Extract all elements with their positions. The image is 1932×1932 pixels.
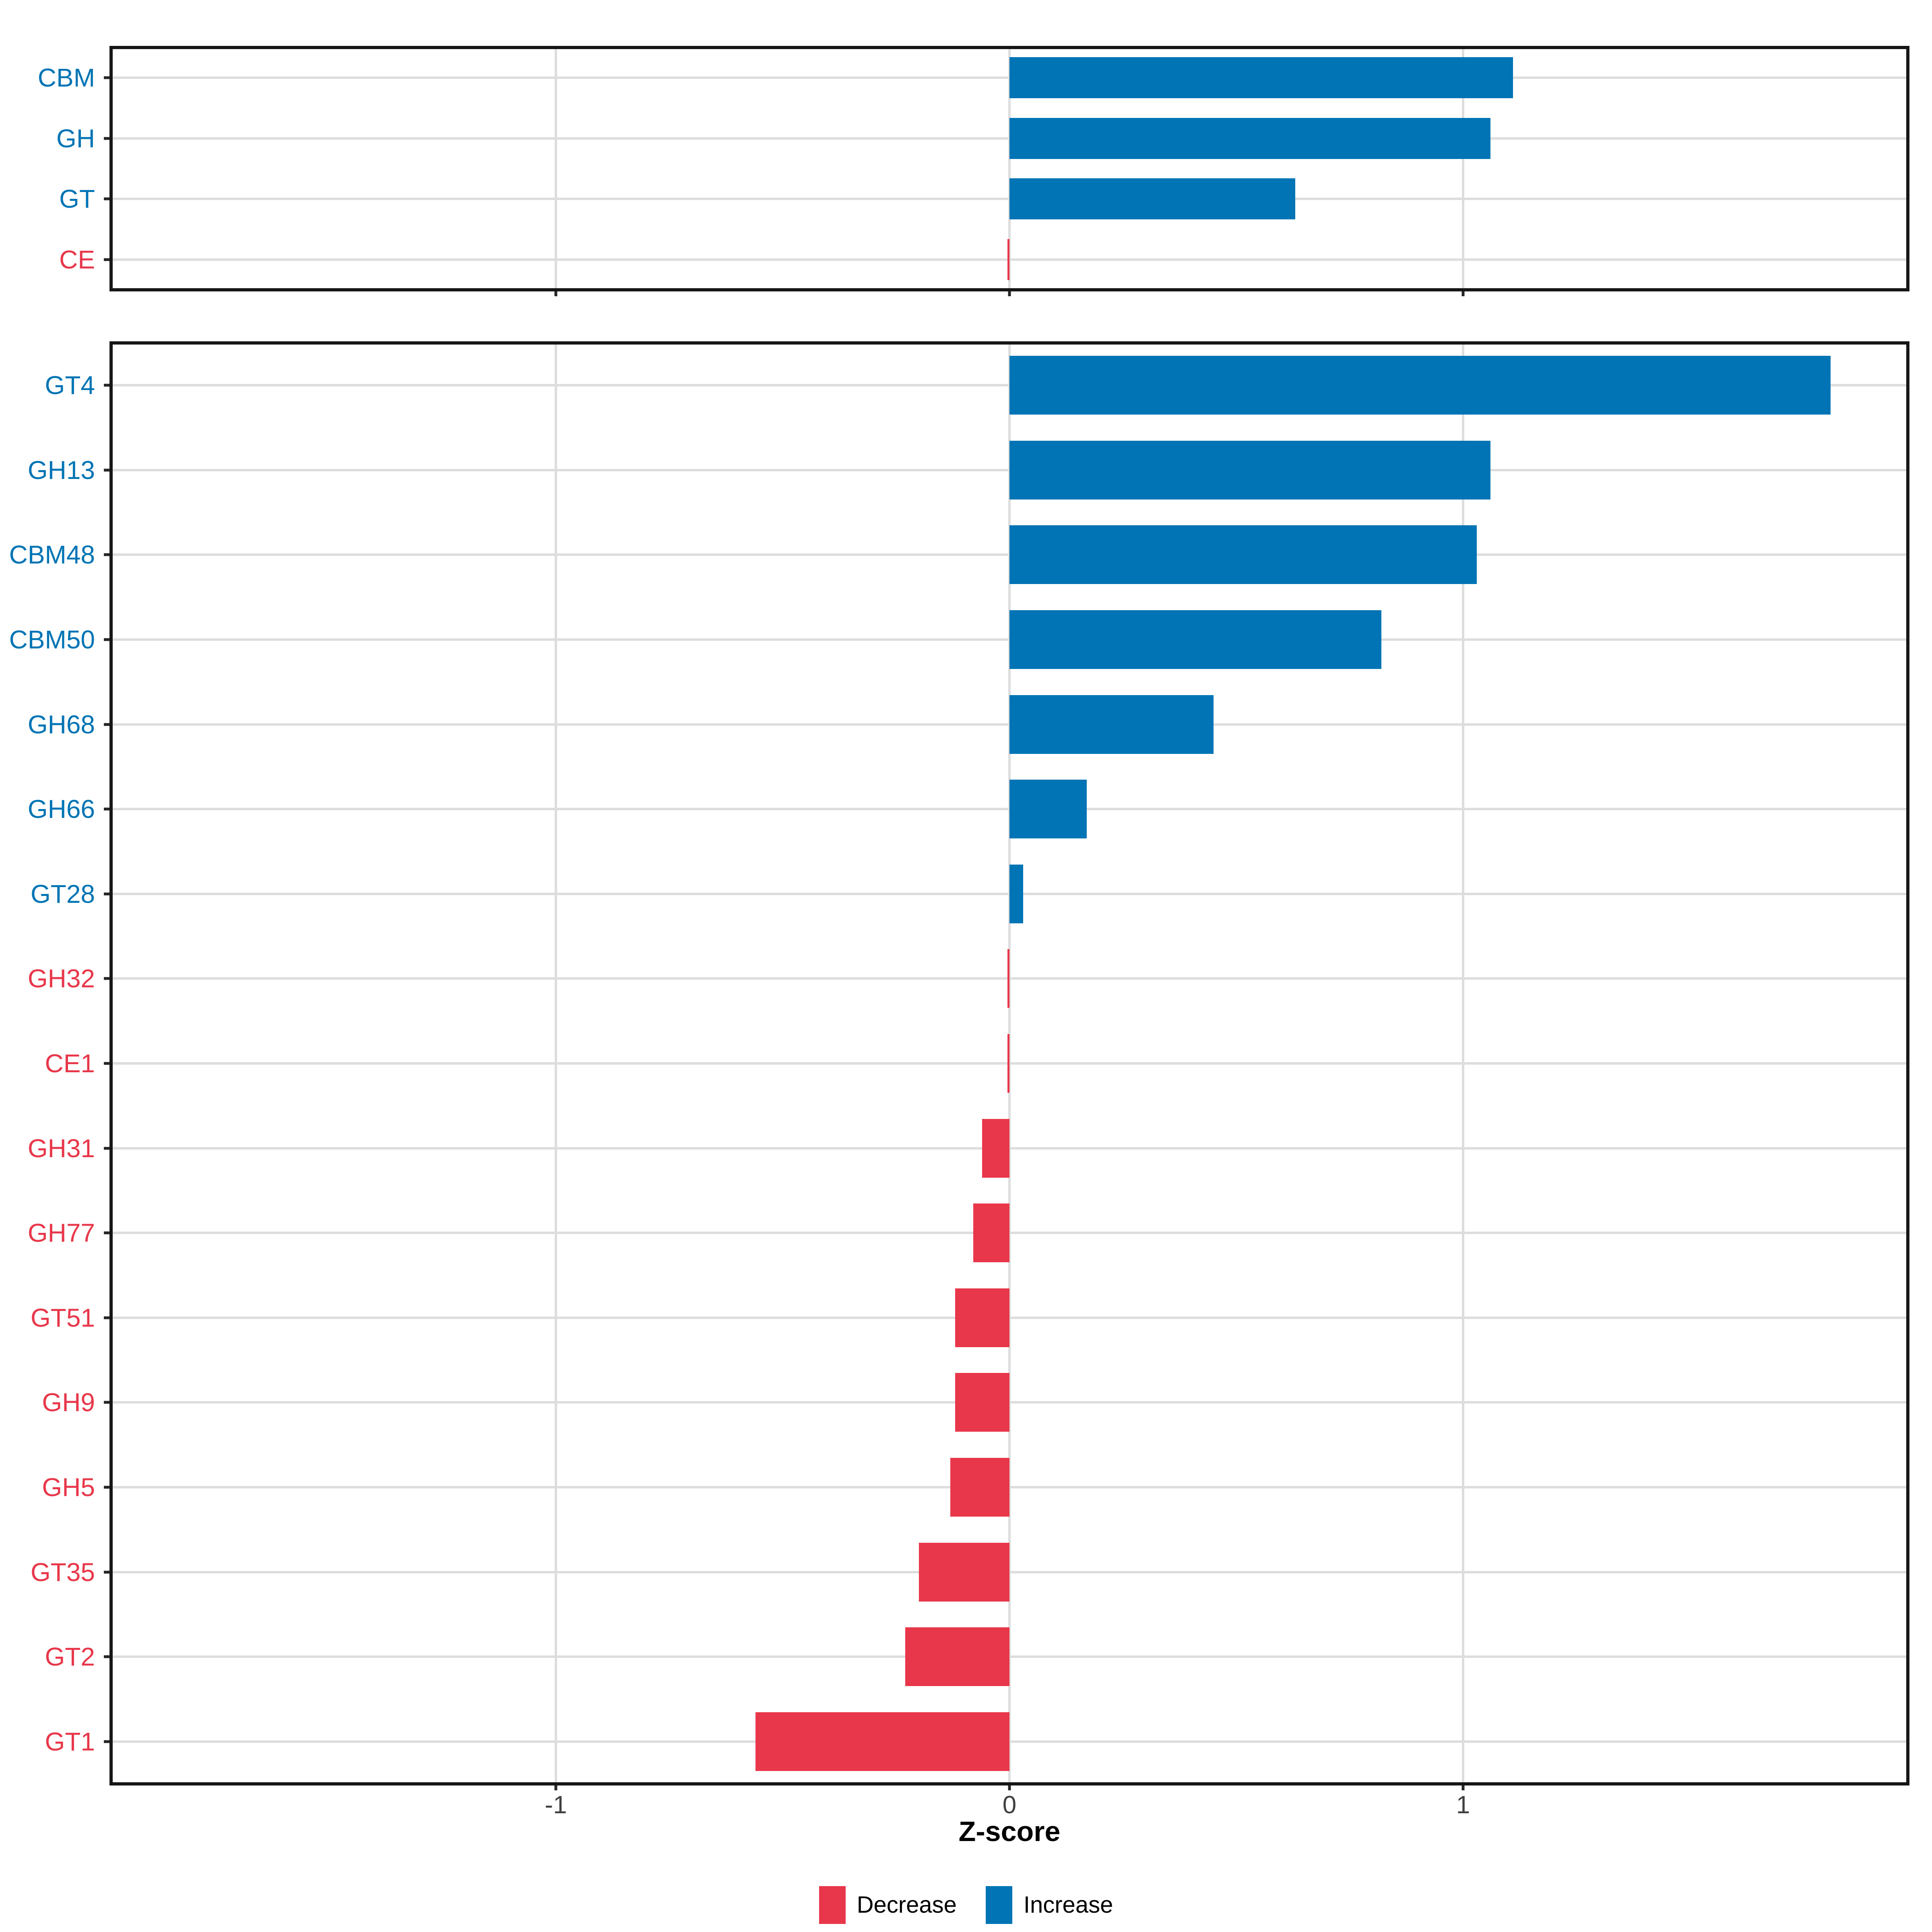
bar-CE1 — [1007, 1034, 1009, 1093]
category-label-CE1: CE1 — [45, 1049, 95, 1078]
y-tick — [104, 76, 111, 79]
bar-GH31 — [982, 1119, 1009, 1178]
category-label-GT: GT — [59, 184, 95, 213]
bar-CBM48 — [1009, 525, 1477, 584]
category-label-GT35: GT35 — [30, 1558, 95, 1587]
y-tick — [104, 1655, 111, 1658]
bar-CBM — [1009, 57, 1513, 98]
legend-label: Increase — [1023, 1892, 1113, 1918]
bar-GH — [1009, 118, 1490, 159]
x-gridline — [1008, 343, 1011, 1784]
y-tick — [104, 1571, 111, 1574]
x-tick-label: 0 — [1002, 1791, 1017, 1819]
category-label-CE: CE — [59, 245, 95, 274]
bar-CBM50 — [1009, 610, 1381, 669]
y-tick — [104, 1486, 111, 1489]
y-tick — [104, 197, 111, 200]
y-tick — [104, 553, 111, 556]
legend: Decrease Increase — [0, 1886, 1932, 1924]
category-label-GT1: GT1 — [45, 1727, 95, 1756]
y-tick — [104, 384, 111, 387]
y-tick — [104, 807, 111, 811]
category-label-GH31: GH31 — [27, 1134, 95, 1163]
bar-GT1 — [755, 1712, 1009, 1771]
x-gridline — [555, 47, 557, 290]
y-tick — [104, 469, 111, 472]
bar-GT — [1009, 178, 1295, 219]
legend-item-increase: Increase — [985, 1886, 1113, 1924]
category-label-GH: GH — [56, 124, 95, 153]
bar-GT2 — [905, 1627, 1009, 1686]
x-tick — [1008, 290, 1011, 296]
category-label-GT2: GT2 — [45, 1642, 95, 1671]
legend-swatch-decrease — [819, 1886, 846, 1924]
y-tick — [104, 258, 111, 261]
y-tick — [104, 977, 111, 980]
y-tick — [104, 723, 111, 726]
category-label-CBM: CBM — [37, 63, 95, 92]
x-gridline — [1462, 343, 1464, 1784]
x-tick — [1461, 1784, 1465, 1790]
y-tick — [104, 1316, 111, 1319]
x-tick — [1461, 290, 1465, 296]
bar-GT4 — [1009, 356, 1831, 415]
y-tick — [104, 137, 111, 140]
bar-GT35 — [919, 1543, 1009, 1602]
y-tick — [104, 1740, 111, 1743]
category-label-GH32: GH32 — [27, 964, 95, 993]
y-tick — [104, 1062, 111, 1065]
bar-GH68 — [1009, 695, 1214, 754]
category-label-GT51: GT51 — [30, 1303, 95, 1332]
category-label-GH13: GH13 — [27, 456, 95, 485]
bar-GH13 — [1009, 441, 1490, 500]
bar-GH5 — [950, 1458, 1009, 1517]
bar-CE — [1007, 239, 1009, 280]
y-tick — [104, 892, 111, 896]
category-label-CBM50: CBM50 — [9, 625, 95, 654]
bar-GH9 — [955, 1373, 1009, 1432]
bar-GT28 — [1009, 865, 1023, 923]
legend-swatch-increase — [985, 1886, 1012, 1924]
bar-GT51 — [955, 1288, 1009, 1347]
x-tick — [554, 1784, 557, 1790]
x-axis-title: Z-score — [958, 1816, 1061, 1847]
x-gridline — [1008, 47, 1011, 290]
category-label-CBM48: CBM48 — [9, 540, 95, 569]
category-label-GH5: GH5 — [42, 1473, 95, 1502]
x-gridline — [555, 343, 557, 1784]
x-tick — [554, 290, 557, 296]
y-tick — [104, 1147, 111, 1150]
bar-GH77 — [973, 1203, 1009, 1262]
x-tick — [1008, 1784, 1011, 1790]
y-tick — [104, 1401, 111, 1404]
y-tick — [104, 638, 111, 641]
category-label-GH66: GH66 — [27, 795, 95, 824]
x-tick-label: 1 — [1456, 1791, 1470, 1819]
y-tick — [104, 1231, 111, 1234]
category-label-GT4: GT4 — [45, 371, 95, 400]
category-label-GT28: GT28 — [30, 879, 95, 908]
bar-GH66 — [1009, 780, 1087, 838]
legend-item-decrease: Decrease — [819, 1886, 957, 1924]
x-gridline — [1462, 47, 1464, 290]
legend-label: Decrease — [857, 1892, 957, 1918]
x-tick-label: -1 — [545, 1791, 567, 1819]
category-label-GH9: GH9 — [42, 1388, 95, 1417]
bar-GH32 — [1007, 949, 1009, 1008]
category-label-GH77: GH77 — [27, 1218, 95, 1247]
category-label-GH68: GH68 — [27, 710, 95, 739]
